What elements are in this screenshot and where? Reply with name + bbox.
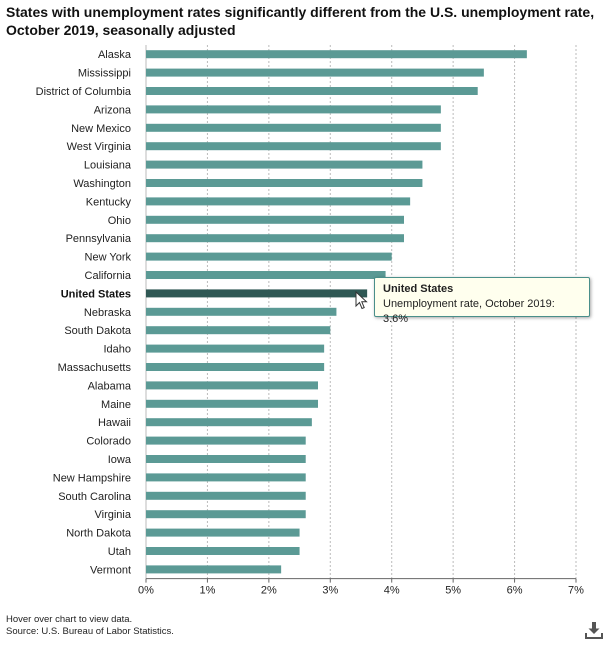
tooltip: United States Unemployment rate, October… [374,277,590,325]
category-label: Alaska [98,49,132,61]
category-label: Ohio [108,215,131,227]
category-label: Massachusetts [58,362,132,374]
category-label: New York [85,252,132,264]
source-note: Source: U.S. Bureau of Labor Statistics. [6,626,174,637]
bars [146,50,527,574]
bar-maine[interactable] [146,399,318,408]
category-label: Virginia [95,509,132,521]
category-label: North Dakota [66,528,132,540]
category-label: Vermont [90,564,131,576]
mouse-pointer-icon [355,291,368,310]
category-label: Alabama [88,380,132,392]
bar-new-mexico[interactable] [146,123,441,132]
gridlines [145,45,577,579]
x-tick-label: 4% [384,585,400,597]
bar-west-virginia[interactable] [146,142,441,151]
x-tick-label: 0% [138,585,154,597]
bar-virginia[interactable] [146,510,306,519]
hover-note: Hover over chart to view data. [6,614,133,625]
category-label: Hawaii [98,417,131,429]
bar-alabama[interactable] [146,381,318,390]
category-label: California [85,270,132,282]
x-axis-ticks: 0% 1% 2% 3% 4% 5% 6% 7% [138,578,584,597]
category-label: Pennsylvania [66,233,132,245]
bar-louisiana[interactable] [146,160,423,169]
bar-idaho[interactable] [146,344,325,353]
category-label: Idaho [103,344,131,356]
category-label: Iowa [108,454,132,466]
category-label: District of Columbia [36,86,132,98]
category-label: Washington [73,178,131,190]
category-label: Mississippi [78,68,131,80]
category-label: Louisiana [84,160,132,172]
category-label: Colorado [86,436,131,448]
tooltip-title: United States [383,283,454,295]
x-tick-label: 2% [261,585,277,597]
category-label: West Virginia [67,141,132,153]
bar-arizona[interactable] [146,105,441,114]
category-label: Nebraska [84,307,132,319]
bar-kentucky[interactable] [146,197,411,206]
chart-title: States with unemployment rates significa… [6,4,595,38]
category-label: New Hampshire [53,472,131,484]
bar-massachusetts[interactable] [146,363,325,371]
bar-vermont[interactable] [146,565,282,574]
bar-pennsylvania[interactable] [146,234,404,243]
category-label: Arizona [94,104,132,116]
bar-iowa[interactable] [146,455,306,463]
bar-new-york[interactable] [146,252,392,261]
bar-new-hampshire[interactable] [146,473,306,482]
bar-nebraska[interactable] [146,307,337,316]
bar-alaska[interactable] [146,50,527,59]
category-label: United States [61,288,131,300]
bar-washington[interactable] [146,179,423,187]
tooltip-text: Unemployment rate, October 2019: 3.6% [383,298,555,325]
bar-south-carolina[interactable] [146,491,306,500]
category-label: Utah [108,546,131,558]
x-tick-label: 5% [445,585,461,597]
category-label: South Dakota [64,325,132,337]
bar-united-states[interactable] [146,289,368,298]
bar-district-of-columbia[interactable] [146,87,478,95]
bar-mississippi[interactable] [146,68,484,77]
category-labels: Alaska Mississippi District of Columbia Ari… [36,49,132,576]
x-tick-label: 1% [199,585,215,597]
category-label: New Mexico [71,123,131,135]
download-icon[interactable] [584,620,604,640]
bar-south-dakota[interactable] [146,326,331,335]
category-label: South Carolina [58,491,132,503]
bar-utah[interactable] [146,547,300,555]
category-label: Maine [101,399,131,411]
bar-hawaii[interactable] [146,418,312,427]
bar-ohio[interactable] [146,215,404,224]
x-tick-label: 7% [568,585,584,597]
bar-california[interactable] [146,271,386,279]
x-tick-label: 6% [507,585,523,597]
bar-colorado[interactable] [146,436,306,445]
x-tick-label: 3% [322,585,338,597]
bar-north-dakota[interactable] [146,528,300,537]
category-label: Kentucky [86,196,132,208]
